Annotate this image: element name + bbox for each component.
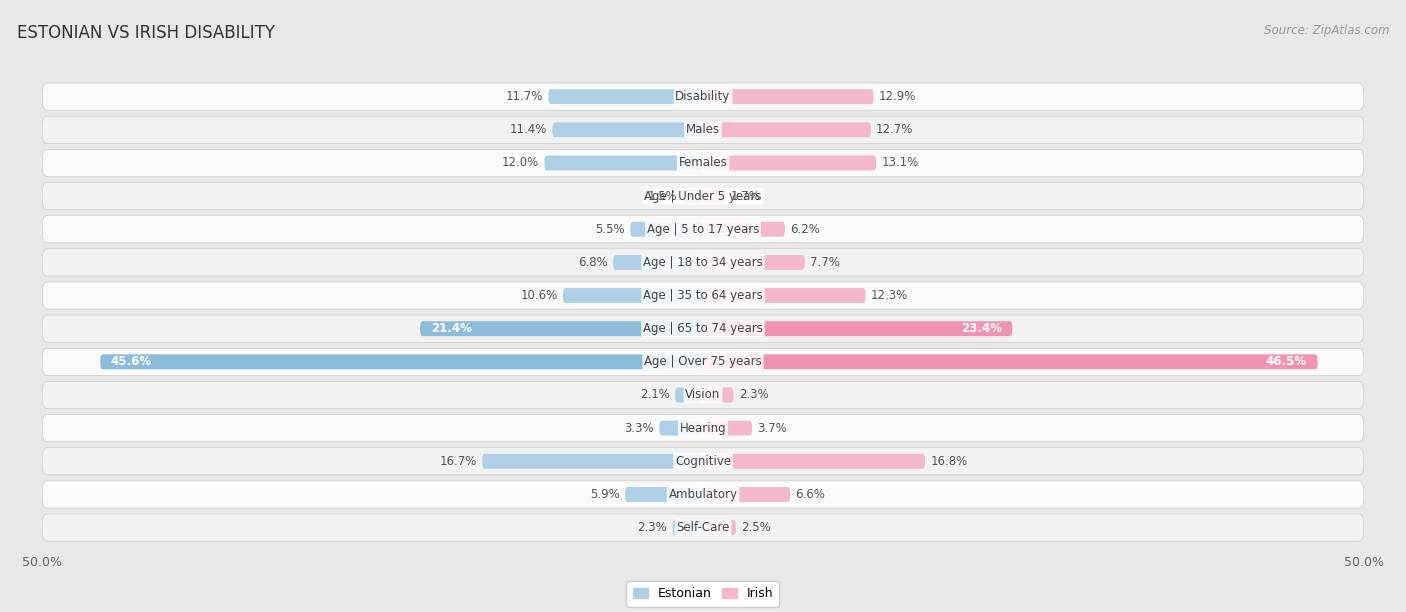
Text: 23.4%: 23.4% bbox=[960, 322, 1001, 335]
Text: 16.8%: 16.8% bbox=[931, 455, 967, 468]
Text: Males: Males bbox=[686, 123, 720, 136]
Text: 3.3%: 3.3% bbox=[624, 422, 654, 435]
FancyBboxPatch shape bbox=[703, 454, 925, 469]
FancyBboxPatch shape bbox=[703, 420, 752, 436]
FancyBboxPatch shape bbox=[683, 188, 703, 204]
FancyBboxPatch shape bbox=[553, 122, 703, 137]
FancyBboxPatch shape bbox=[482, 454, 703, 469]
Text: 3.7%: 3.7% bbox=[758, 422, 787, 435]
Text: Females: Females bbox=[679, 157, 727, 170]
Text: 2.3%: 2.3% bbox=[738, 389, 769, 401]
Text: Source: ZipAtlas.com: Source: ZipAtlas.com bbox=[1264, 24, 1389, 37]
FancyBboxPatch shape bbox=[42, 315, 1364, 342]
Text: Hearing: Hearing bbox=[679, 422, 727, 435]
Text: Disability: Disability bbox=[675, 90, 731, 103]
Text: Cognitive: Cognitive bbox=[675, 455, 731, 468]
Text: Self-Care: Self-Care bbox=[676, 521, 730, 534]
FancyBboxPatch shape bbox=[703, 288, 866, 303]
FancyBboxPatch shape bbox=[42, 282, 1364, 309]
Text: 1.7%: 1.7% bbox=[731, 190, 761, 203]
FancyBboxPatch shape bbox=[42, 514, 1364, 541]
Text: Age | Under 5 years: Age | Under 5 years bbox=[644, 190, 762, 203]
FancyBboxPatch shape bbox=[42, 414, 1364, 442]
FancyBboxPatch shape bbox=[675, 387, 703, 403]
FancyBboxPatch shape bbox=[703, 89, 873, 104]
FancyBboxPatch shape bbox=[703, 487, 790, 502]
FancyBboxPatch shape bbox=[703, 321, 1012, 336]
FancyBboxPatch shape bbox=[42, 481, 1364, 508]
FancyBboxPatch shape bbox=[42, 116, 1364, 143]
FancyBboxPatch shape bbox=[703, 122, 870, 137]
Text: 7.7%: 7.7% bbox=[810, 256, 839, 269]
Text: 10.6%: 10.6% bbox=[520, 289, 558, 302]
FancyBboxPatch shape bbox=[672, 520, 703, 535]
Legend: Estonian, Irish: Estonian, Irish bbox=[627, 581, 779, 606]
FancyBboxPatch shape bbox=[548, 89, 703, 104]
FancyBboxPatch shape bbox=[659, 420, 703, 436]
FancyBboxPatch shape bbox=[613, 255, 703, 270]
Text: Age | 35 to 64 years: Age | 35 to 64 years bbox=[643, 289, 763, 302]
Text: 11.7%: 11.7% bbox=[506, 90, 543, 103]
Text: 12.7%: 12.7% bbox=[876, 123, 914, 136]
Text: 12.9%: 12.9% bbox=[879, 90, 917, 103]
FancyBboxPatch shape bbox=[703, 387, 734, 403]
FancyBboxPatch shape bbox=[42, 149, 1364, 176]
FancyBboxPatch shape bbox=[626, 487, 703, 502]
Text: Age | Over 75 years: Age | Over 75 years bbox=[644, 356, 762, 368]
Text: 5.5%: 5.5% bbox=[595, 223, 626, 236]
Text: ESTONIAN VS IRISH DISABILITY: ESTONIAN VS IRISH DISABILITY bbox=[17, 24, 274, 42]
FancyBboxPatch shape bbox=[42, 381, 1364, 409]
FancyBboxPatch shape bbox=[42, 249, 1364, 276]
Text: Age | 18 to 34 years: Age | 18 to 34 years bbox=[643, 256, 763, 269]
Text: 16.7%: 16.7% bbox=[440, 455, 477, 468]
Text: 1.5%: 1.5% bbox=[648, 190, 678, 203]
FancyBboxPatch shape bbox=[703, 155, 876, 170]
FancyBboxPatch shape bbox=[420, 321, 703, 336]
Text: 2.3%: 2.3% bbox=[637, 521, 668, 534]
FancyBboxPatch shape bbox=[703, 255, 804, 270]
Text: 11.4%: 11.4% bbox=[509, 123, 547, 136]
Text: 6.6%: 6.6% bbox=[796, 488, 825, 501]
Text: Vision: Vision bbox=[685, 389, 721, 401]
FancyBboxPatch shape bbox=[42, 215, 1364, 243]
FancyBboxPatch shape bbox=[703, 354, 1317, 369]
FancyBboxPatch shape bbox=[100, 354, 703, 369]
Text: Ambulatory: Ambulatory bbox=[668, 488, 738, 501]
Text: Age | 5 to 17 years: Age | 5 to 17 years bbox=[647, 223, 759, 236]
FancyBboxPatch shape bbox=[42, 348, 1364, 375]
FancyBboxPatch shape bbox=[703, 222, 785, 237]
Text: 2.5%: 2.5% bbox=[741, 521, 770, 534]
Text: 12.3%: 12.3% bbox=[870, 289, 908, 302]
FancyBboxPatch shape bbox=[630, 222, 703, 237]
Text: 6.8%: 6.8% bbox=[578, 256, 607, 269]
FancyBboxPatch shape bbox=[42, 182, 1364, 210]
FancyBboxPatch shape bbox=[42, 83, 1364, 110]
Text: 5.9%: 5.9% bbox=[591, 488, 620, 501]
FancyBboxPatch shape bbox=[42, 448, 1364, 475]
FancyBboxPatch shape bbox=[562, 288, 703, 303]
FancyBboxPatch shape bbox=[703, 520, 737, 535]
Text: 13.1%: 13.1% bbox=[882, 157, 918, 170]
Text: 45.6%: 45.6% bbox=[111, 356, 152, 368]
FancyBboxPatch shape bbox=[703, 188, 725, 204]
Text: 2.1%: 2.1% bbox=[640, 389, 669, 401]
Text: 21.4%: 21.4% bbox=[430, 322, 471, 335]
Text: 46.5%: 46.5% bbox=[1265, 356, 1308, 368]
Text: 6.2%: 6.2% bbox=[790, 223, 820, 236]
FancyBboxPatch shape bbox=[544, 155, 703, 170]
Text: 12.0%: 12.0% bbox=[502, 157, 538, 170]
Text: Age | 65 to 74 years: Age | 65 to 74 years bbox=[643, 322, 763, 335]
